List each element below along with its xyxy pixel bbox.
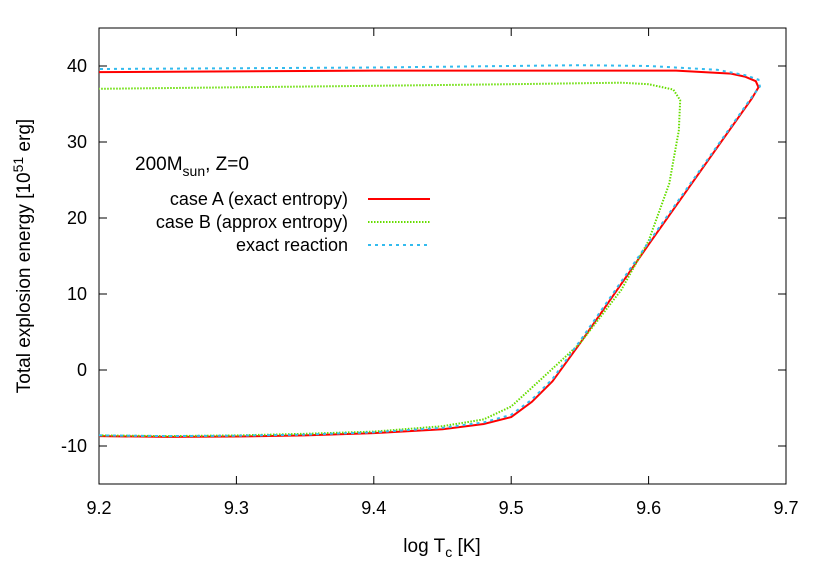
x-tick-label: 9.6 [636, 498, 661, 518]
x-tick-label: 9.3 [224, 498, 249, 518]
y-tick-label: 0 [77, 360, 87, 380]
x-tick-label: 9.2 [86, 498, 111, 518]
legend-label-0: case A (exact entropy) [170, 189, 348, 209]
y-tick-label: 40 [67, 56, 87, 76]
legend-label-2: exact reaction [236, 235, 348, 255]
series-line-1 [98, 81, 682, 438]
x-tick-label: 9.4 [361, 498, 386, 518]
legend-label-1: case B (approx entropy) [156, 212, 348, 232]
plot-frame [98, 27, 787, 485]
y-tick-label: 10 [67, 284, 87, 304]
annotation: 200Msun, Z=0 [135, 154, 249, 179]
x-tick-label: 9.7 [773, 498, 798, 518]
x-axis-label: log Tc [K] [403, 536, 480, 560]
x-tick-label: 9.5 [499, 498, 524, 518]
y-axis-label: Total explosion energy [1051 erg] [10, 119, 35, 393]
series-line-2 [98, 64, 761, 438]
y-tick-label: -10 [61, 436, 87, 456]
series-line-0 [98, 69, 760, 438]
y-tick-label: 30 [67, 132, 87, 152]
y-tick-label: 20 [67, 208, 87, 228]
